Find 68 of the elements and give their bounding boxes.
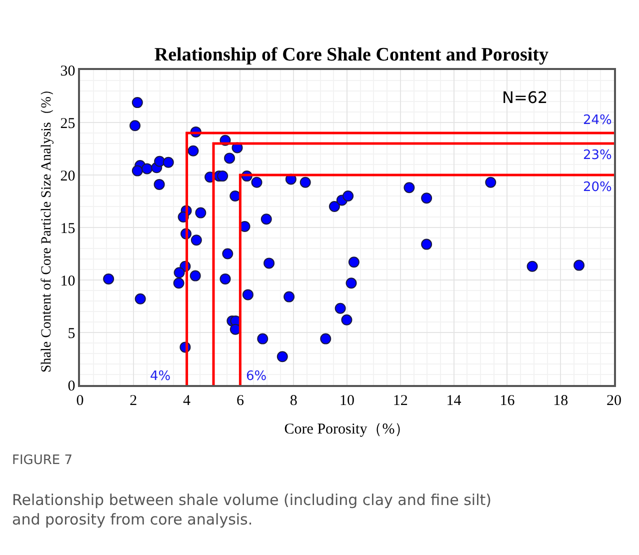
point bbox=[348, 256, 360, 268]
point bbox=[174, 267, 185, 278]
point bbox=[154, 156, 166, 167]
x-axis-title: Core Porosity（%） bbox=[284, 421, 410, 438]
point bbox=[264, 258, 275, 269]
point bbox=[173, 278, 184, 289]
point bbox=[421, 192, 432, 204]
x-tick-label: 18 bbox=[553, 392, 568, 409]
point bbox=[485, 176, 496, 188]
y-tick-label: 5 bbox=[68, 326, 76, 342]
annotation: 6% bbox=[246, 369, 267, 384]
x-tick-label: 20 bbox=[606, 392, 622, 409]
point bbox=[190, 234, 202, 246]
x-tick-label: 16 bbox=[500, 392, 516, 409]
point bbox=[334, 302, 346, 314]
point bbox=[257, 333, 268, 344]
x-tick-label: 4 bbox=[183, 392, 192, 409]
y-tick-label: 25 bbox=[60, 116, 76, 132]
y-tick-label: 0 bbox=[68, 378, 76, 394]
point bbox=[300, 176, 311, 188]
point bbox=[260, 214, 272, 225]
y-tick-label: 20 bbox=[60, 168, 76, 184]
point bbox=[220, 273, 231, 284]
text: Relationship between shale volume (including clay and fine silt) and porosity from core analysis. bbox=[12, 491, 492, 528]
point bbox=[130, 120, 140, 132]
x-tick-label: 10 bbox=[340, 392, 354, 409]
y-axis-title: Shale Content of Core Particle Size Analysis（%） bbox=[39, 82, 54, 373]
point bbox=[242, 289, 254, 300]
y-tick-label: 10 bbox=[60, 273, 76, 290]
point bbox=[320, 333, 332, 344]
x-tick-label: 12 bbox=[392, 392, 408, 409]
point bbox=[134, 293, 146, 304]
x-tick-label: 6 bbox=[236, 392, 244, 409]
point bbox=[217, 170, 228, 182]
point bbox=[276, 351, 288, 362]
annotation: 20% bbox=[583, 180, 612, 195]
chart-title: Relationship of Core Shale Content and Porosity bbox=[154, 44, 549, 66]
point bbox=[224, 152, 236, 164]
point bbox=[346, 278, 357, 289]
point bbox=[132, 97, 143, 108]
caption: FIGURE 7 bbox=[12, 453, 73, 468]
annotation: 24% bbox=[583, 113, 612, 128]
annotation: 4% bbox=[150, 369, 171, 384]
point bbox=[162, 156, 174, 168]
point bbox=[188, 145, 199, 156]
y-tick-label: 15 bbox=[60, 220, 76, 237]
point bbox=[190, 270, 201, 282]
point bbox=[195, 207, 206, 218]
point bbox=[526, 260, 538, 272]
point bbox=[574, 260, 585, 271]
x-tick-label: 8 bbox=[290, 392, 298, 409]
point bbox=[284, 291, 295, 302]
x-tick-label: 14 bbox=[446, 392, 462, 409]
point bbox=[341, 314, 352, 326]
point bbox=[328, 201, 340, 212]
point bbox=[154, 178, 165, 190]
annotation: N=62 bbox=[502, 88, 548, 107]
point bbox=[421, 238, 432, 250]
y-tick-label: 30 bbox=[60, 63, 76, 80]
point bbox=[142, 163, 153, 174]
point bbox=[251, 176, 262, 188]
point bbox=[103, 273, 114, 284]
point bbox=[222, 248, 234, 260]
x-tick-label: 2 bbox=[130, 392, 138, 409]
annotation: 23% bbox=[583, 148, 612, 163]
point bbox=[404, 182, 415, 194]
point bbox=[132, 165, 143, 176]
point bbox=[342, 190, 354, 202]
